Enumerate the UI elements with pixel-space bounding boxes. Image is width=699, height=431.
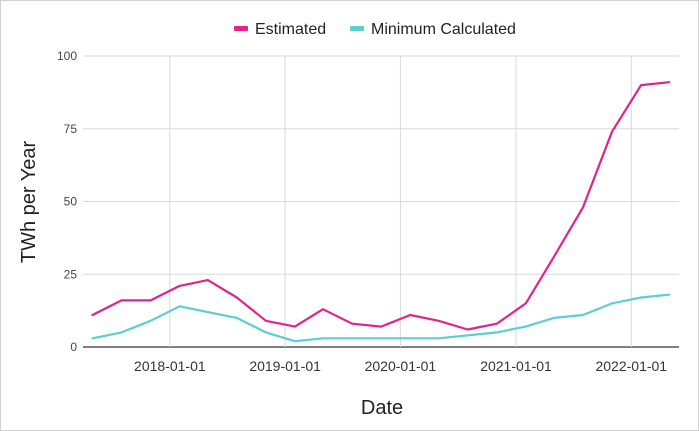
y-axis-title: TWh per Year [18,141,40,264]
y-tick-label: 50 [64,195,78,209]
series-line-estimated[interactable] [91,81,671,331]
x-tick-label: 2019-01-01 [249,358,321,374]
y-tick-label: 75 [64,122,78,136]
x-tick-label: 2022-01-01 [595,358,667,374]
legend-swatch-minimum-calculated [350,26,364,31]
legend-swatch-estimated [234,26,248,31]
axis-ticks: 0 25 50 75 100 2018-01-01 2019-01-01 2020-01-01… [57,49,667,374]
x-tick-label: 2018-01-01 [134,358,206,374]
x-axis-title: Date [361,397,403,419]
grid-lines [83,55,679,348]
y-tick-label: 0 [70,340,77,354]
x-tick-label: 2020-01-01 [365,358,437,374]
y-tick-label: 100 [57,49,77,63]
legend-label-estimated: Estimated [255,21,326,38]
series-lines [91,81,671,343]
series-line-minimum-calculated[interactable] [91,293,671,343]
legend-label-minimum-calculated: Minimum Calculated [371,21,516,38]
x-tick-label: 2021-01-01 [480,358,552,374]
legend-item-minimum-calculated[interactable]: Minimum Calculated [350,21,516,38]
legend-item-estimated[interactable]: Estimated [234,21,326,38]
y-tick-label: 25 [64,267,78,281]
legend: Estimated Minimum Calculated [234,21,516,38]
